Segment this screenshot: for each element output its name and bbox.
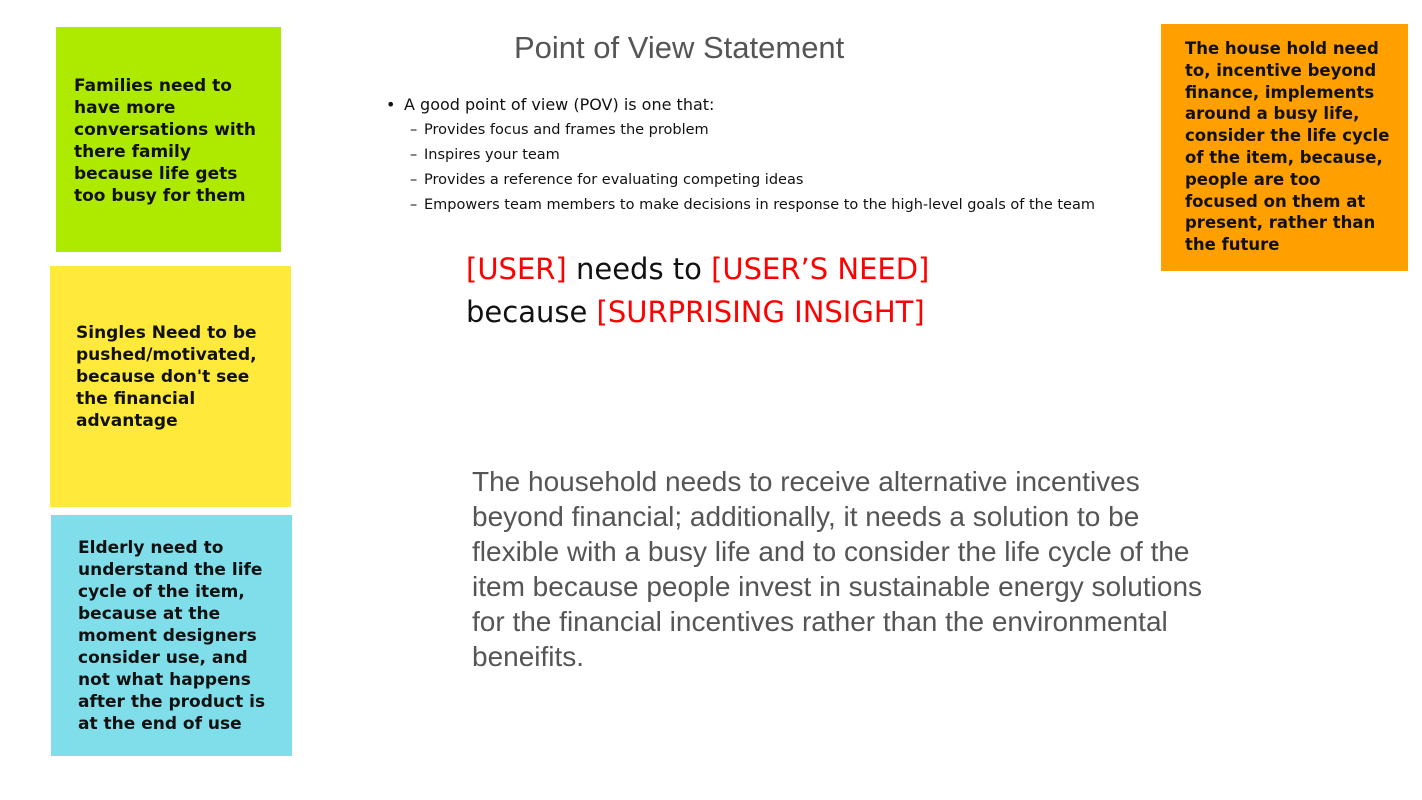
pov-intro-text: A good point of view (POV) is one that: (404, 95, 715, 114)
dash-icon: – (410, 172, 418, 188)
page-title: Point of View Statement (514, 30, 845, 65)
template-line-1: [USER] needs to [USER’S NEED] (466, 248, 929, 291)
dash-icon: – (410, 197, 418, 213)
pov-sub-list: – Provides focus and frames the problem –… (386, 118, 1095, 218)
sticky-note-household: The house hold need to, incentive beyond… (1161, 24, 1408, 271)
household-note-text: The house hold need to, incentive beyond… (1185, 39, 1390, 255)
families-note-text: Families need to have more conversations… (74, 76, 256, 206)
pov-statement: The household needs to receive alternati… (472, 466, 1203, 672)
sticky-note-families: Families need to have more conversations… (56, 27, 281, 252)
bullet-icon: • (386, 95, 396, 114)
pov-sub-item: – Inspires your team (410, 143, 1095, 168)
template-needs-to: needs to (575, 252, 702, 286)
dash-icon: – (410, 147, 418, 163)
pov-intro-item: • A good point of view (POV) is one that: (386, 92, 1095, 118)
pov-criteria-list: • A good point of view (POV) is one that:… (386, 92, 1095, 218)
pov-sub-item-text: Provides focus and frames the problem (424, 122, 709, 138)
pov-template: [USER] needs to [USER’S NEED] because [S… (466, 248, 929, 334)
template-insight: [SURPRISING INSIGHT] (596, 295, 925, 329)
sticky-note-elderly: Elderly need to understand the life cycl… (51, 515, 292, 756)
template-user: [USER] (466, 252, 567, 286)
dash-icon: – (410, 122, 418, 138)
sticky-note-singles: Singles Need to be pushed/motivated, bec… (50, 266, 291, 507)
pov-sub-item: – Empowers team members to make decisions… (410, 193, 1095, 218)
pov-sub-item-text: Empowers team members to make decisions … (424, 197, 1095, 213)
singles-note-text: Singles Need to be pushed/motivated, bec… (76, 322, 257, 431)
elderly-note-text: Elderly need to understand the life cycl… (78, 537, 266, 734)
pov-sub-item-text: Provides a reference for evaluating comp… (424, 172, 804, 188)
pov-sub-item-text: Inspires your team (424, 147, 560, 163)
template-users-need: [USER’S NEED] (711, 252, 930, 286)
pov-sub-item: – Provides a reference for evaluating com… (410, 168, 1095, 193)
template-because: because (466, 295, 588, 329)
template-line-2: because [SURPRISING INSIGHT] (466, 291, 929, 334)
pov-sub-item: – Provides focus and frames the problem (410, 118, 1095, 143)
